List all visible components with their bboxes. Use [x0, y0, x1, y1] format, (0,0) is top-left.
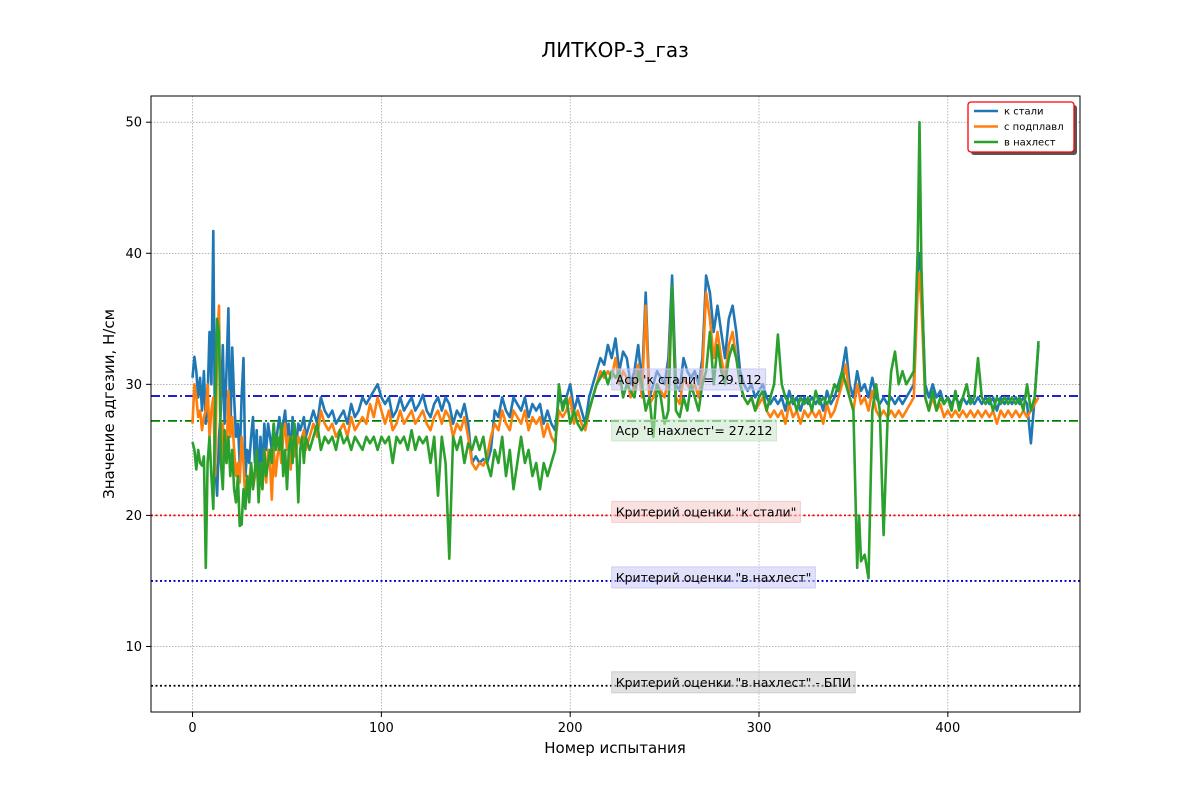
plot-frame [150, 95, 1081, 713]
legend: к стали с подплавл в нахлест [967, 101, 1077, 155]
reference-label: Аср 'к стали' = 29.112 [611, 368, 767, 391]
legend-entry: с подплавл [1004, 122, 1064, 133]
y-axis-label: Значение адгезии, Н/см [100, 309, 118, 499]
y-tick-label: 50 [125, 116, 142, 131]
reference-label-box [611, 566, 816, 589]
chart-title: ЛИТКОР-3_газ [541, 38, 689, 62]
reference-label: Критерий оценки "в нахлест" - БПИ [611, 671, 856, 694]
x-tick-label: 0 [188, 721, 196, 736]
x-tick-label: 400 [935, 721, 960, 736]
x-tick-label: 200 [558, 721, 583, 736]
series-line-с-подплавл [191, 271, 1040, 504]
y-tick-label: 20 [125, 509, 142, 524]
reference-labels: Аср 'к стали' = 29.112 Аср 'в нахлест'= 2… [611, 368, 856, 694]
reference-label: Критерий оценки "к стали" [611, 500, 801, 523]
reference-label-text: Критерий оценки "в нахлест" - БПИ [616, 675, 851, 690]
series-line-в-нахлест [191, 120, 1040, 580]
reference-label-text: Аср 'в нахлест'= 27.212 [616, 423, 773, 438]
reference-label: Критерий оценки "в нахлест" [611, 566, 816, 589]
legend-entry: в нахлест [1004, 138, 1056, 149]
reference-label-box [611, 671, 856, 694]
x-tick-label: 300 [747, 721, 772, 736]
y-tick-label: 10 [125, 640, 142, 655]
legend-entry: к стали [1004, 107, 1044, 118]
reference-label-text: Критерий оценки "в нахлест" [616, 570, 812, 585]
y-tick-label: 30 [125, 378, 142, 393]
y-tick-label: 40 [125, 247, 142, 262]
reference-label-text: Аср 'к стали' = 29.112 [616, 372, 762, 387]
reference-label-box [611, 500, 801, 523]
legend-box [967, 101, 1075, 153]
axis-ticks: 0 100 200 300 400 10 20 30 40 50 [125, 116, 960, 736]
x-axis-label: Номер испытания [544, 739, 685, 757]
reference-label-box [611, 368, 767, 391]
reference-label: Аср 'в нахлест'= 27.212 [611, 419, 778, 442]
series-lines [191, 120, 1040, 580]
reference-label-text: Критерий оценки "к стали" [616, 504, 797, 519]
reference-label-box [611, 419, 778, 442]
x-tick-label: 100 [369, 721, 394, 736]
